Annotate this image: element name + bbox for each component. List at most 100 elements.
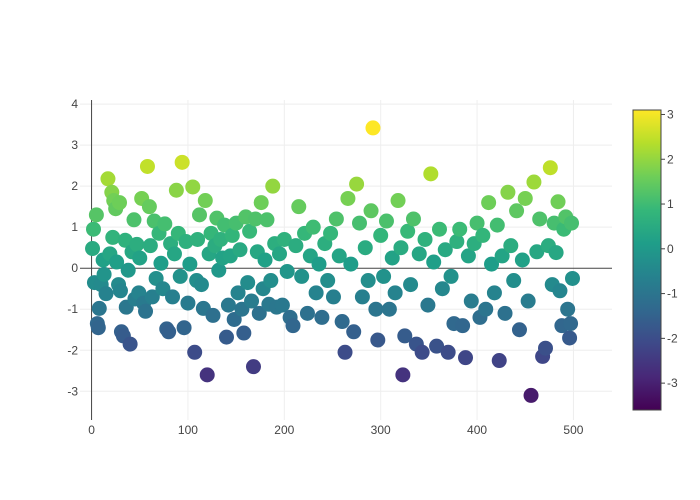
data-point bbox=[132, 250, 148, 266]
data-point bbox=[253, 195, 269, 211]
x-tick-label: 400 bbox=[467, 423, 487, 437]
data-point bbox=[98, 286, 114, 302]
y-tick-label: 2 bbox=[71, 179, 78, 193]
data-point bbox=[141, 199, 157, 215]
data-point bbox=[218, 329, 234, 345]
data-point bbox=[458, 350, 474, 366]
x-tick-label: 0 bbox=[88, 423, 95, 437]
data-point bbox=[211, 262, 227, 278]
data-point bbox=[491, 353, 507, 369]
data-point bbox=[340, 190, 356, 206]
data-point bbox=[263, 273, 279, 289]
data-point bbox=[112, 283, 128, 299]
data-point bbox=[193, 277, 209, 293]
data-point bbox=[217, 217, 233, 233]
data-point bbox=[365, 120, 381, 136]
data-point bbox=[138, 303, 154, 319]
data-point bbox=[484, 256, 500, 272]
data-point bbox=[511, 322, 527, 338]
data-point bbox=[226, 311, 242, 327]
data-point bbox=[174, 154, 190, 170]
data-point bbox=[346, 324, 362, 340]
colorbar-tick-label: 3 bbox=[667, 107, 674, 121]
data-point bbox=[285, 318, 301, 334]
data-point bbox=[311, 256, 327, 272]
data-point bbox=[542, 160, 558, 176]
data-point bbox=[417, 231, 433, 247]
data-point bbox=[550, 194, 566, 210]
data-point bbox=[397, 328, 413, 344]
data-point bbox=[272, 246, 287, 262]
data-point bbox=[349, 176, 365, 192]
data-point bbox=[85, 241, 101, 257]
data-point bbox=[538, 340, 553, 356]
data-point bbox=[514, 252, 530, 268]
data-point bbox=[529, 244, 545, 260]
data-point bbox=[387, 285, 403, 301]
data-point bbox=[257, 252, 273, 268]
colorbar-tick-label: 1 bbox=[667, 197, 674, 211]
data-point bbox=[96, 266, 112, 282]
data-point bbox=[378, 213, 394, 229]
data-point bbox=[291, 199, 307, 215]
data-point bbox=[429, 338, 445, 354]
data-point bbox=[420, 297, 436, 313]
colorbar-tick-label: 0 bbox=[667, 242, 674, 256]
data-point bbox=[437, 242, 453, 258]
data-point bbox=[405, 211, 421, 227]
data-point bbox=[259, 212, 275, 228]
data-point bbox=[363, 203, 379, 219]
data-point bbox=[532, 211, 548, 227]
data-point bbox=[562, 330, 578, 346]
data-point bbox=[305, 219, 321, 235]
data-point bbox=[520, 293, 536, 309]
data-point bbox=[126, 212, 142, 228]
data-point bbox=[245, 359, 261, 375]
data-point bbox=[500, 184, 516, 200]
data-point bbox=[443, 268, 459, 284]
data-point bbox=[368, 301, 384, 317]
data-point bbox=[197, 193, 213, 209]
y-tick-label: -3 bbox=[67, 384, 78, 398]
data-point bbox=[144, 289, 160, 305]
data-point bbox=[180, 295, 196, 311]
colorbar-tick-label: -1 bbox=[667, 287, 678, 301]
data-point bbox=[265, 178, 281, 194]
data-point bbox=[384, 250, 400, 266]
data-point bbox=[403, 277, 419, 293]
data-point bbox=[370, 332, 386, 348]
data-point bbox=[105, 229, 121, 245]
data-point bbox=[205, 307, 221, 323]
data-point bbox=[192, 207, 208, 223]
data-point bbox=[122, 336, 138, 352]
data-point bbox=[168, 182, 184, 198]
y-tick-label: 4 bbox=[71, 97, 78, 111]
data-point bbox=[165, 289, 181, 305]
data-point bbox=[431, 221, 447, 237]
data-point bbox=[351, 215, 367, 231]
data-point bbox=[395, 367, 411, 383]
colorbar-tick-label: -2 bbox=[667, 331, 678, 345]
data-point bbox=[360, 273, 376, 289]
data-point bbox=[486, 285, 502, 301]
data-point bbox=[411, 246, 427, 262]
data-point bbox=[460, 248, 476, 264]
data-point bbox=[251, 305, 267, 321]
data-point bbox=[288, 238, 304, 254]
data-point bbox=[157, 216, 173, 232]
data-point bbox=[343, 256, 359, 272]
data-point bbox=[489, 217, 505, 233]
data-point bbox=[393, 240, 409, 256]
data-point bbox=[560, 301, 576, 317]
data-point bbox=[323, 225, 339, 241]
data-point bbox=[172, 268, 188, 284]
tick-labels: 0 100 200 300 400 500 -3 -2 -1 0 1 2 3 4 bbox=[67, 97, 583, 437]
data-point bbox=[85, 221, 101, 237]
data-point bbox=[190, 231, 206, 247]
data-point bbox=[232, 242, 248, 258]
data-point bbox=[224, 227, 240, 243]
x-tick-label: 300 bbox=[371, 423, 391, 437]
data-point bbox=[469, 215, 485, 231]
data-point bbox=[509, 203, 525, 219]
